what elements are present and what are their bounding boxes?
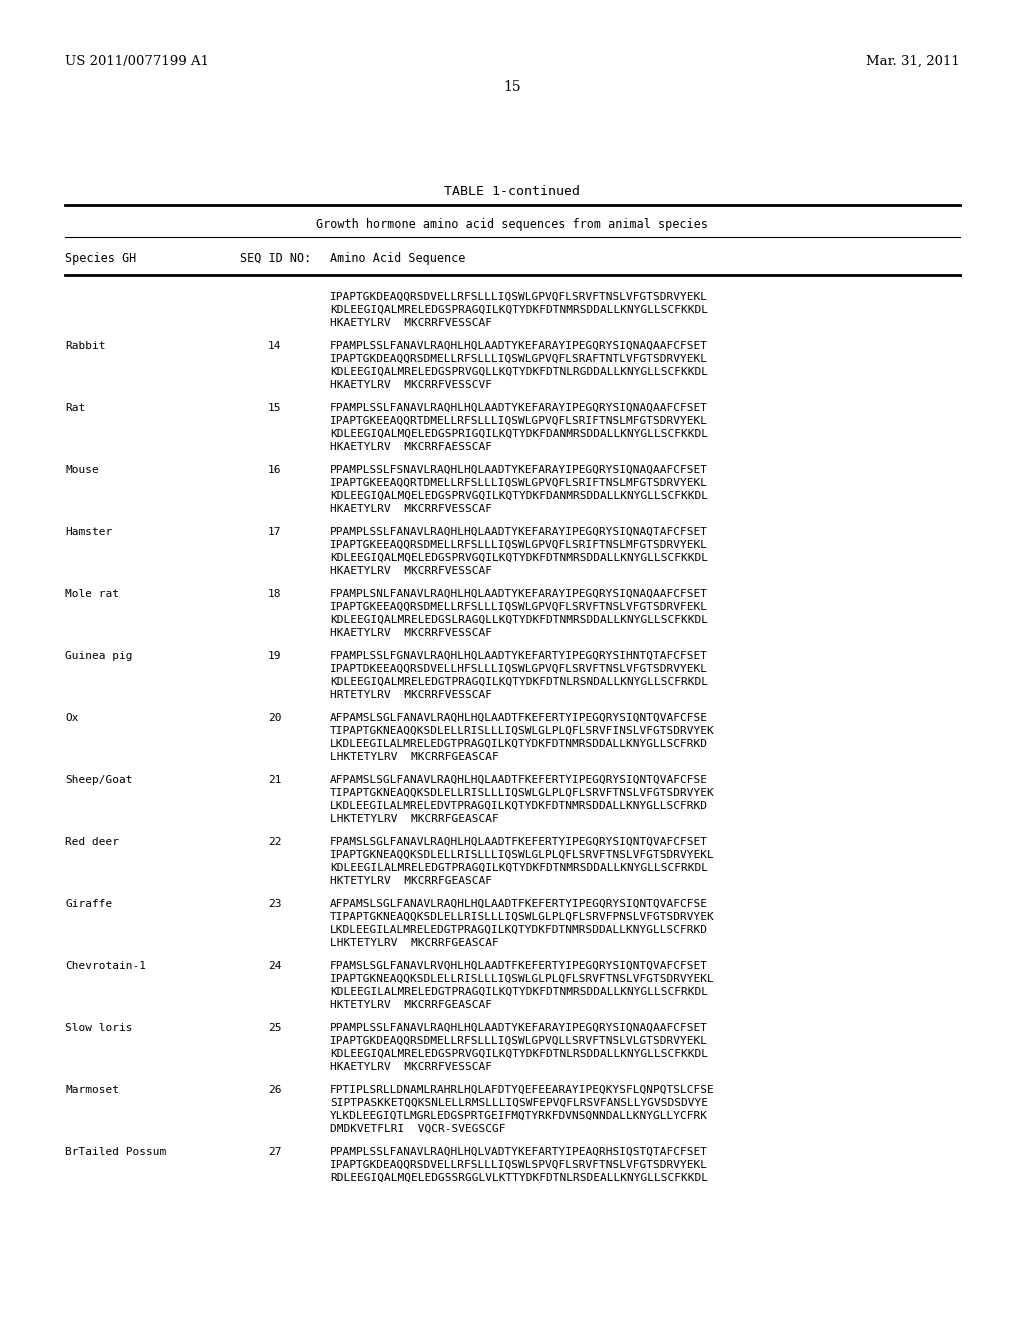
Text: IPAPTGKEEAQQRTDMELLRFSLLLIQSWLGPVQFLSRIFTNSLMFGTSDRVYEKL: IPAPTGKEEAQQRTDMELLRFSLLLIQSWLGPVQFLSRIF… [330, 478, 708, 488]
Text: SEQ ID NO:: SEQ ID NO: [240, 252, 311, 265]
Text: Marmoset: Marmoset [65, 1085, 119, 1096]
Text: 17: 17 [268, 527, 282, 537]
Text: LKDLEEGILALMRELEDGTPRAGQILKQTYDKFDTNMRSDDALLKNYGLLSCFRKD: LKDLEEGILALMRELEDGTPRAGQILKQTYDKFDTNMRSD… [330, 739, 708, 748]
Text: TABLE 1-continued: TABLE 1-continued [444, 185, 580, 198]
Text: FPAMPLSSLFANAVLRAQHLHQLAADTYKEFARAYIPEGQRYSIQNAQAAFCFSET: FPAMPLSSLFANAVLRAQHLHQLAADTYKEFARAYIPEGQ… [330, 403, 708, 413]
Text: AFPAMSLSGLFANAVLRAQHLHQLAADTFKEFERTYIPEGQRYSIQNTQVAFCFSE: AFPAMSLSGLFANAVLRAQHLHQLAADTFKEFERTYIPEG… [330, 899, 708, 909]
Text: HKAETYLRV  MKCRRFVESSCAF: HKAETYLRV MKCRRFVESSCAF [330, 1063, 492, 1072]
Text: 20: 20 [268, 713, 282, 723]
Text: FPAMPLSNLFANAVLRAQHLHQLAADTYKEFARAYIPEGQRYSIQNAQAAFCFSET: FPAMPLSNLFANAVLRAQHLHQLAADTYKEFARAYIPEGQ… [330, 589, 708, 599]
Text: KDLEEGIQALMRELEDGSPRVGQLLKQTYDKFDTNLRGDDALLKNYGLLSCFKKDL: KDLEEGIQALMRELEDGSPRVGQLLKQTYDKFDTNLRGDD… [330, 367, 708, 378]
Text: IPAPTGKEEAQQRSDMELLRFSLLLIQSWLGPVQFLSRVFTNSLVFGTSDRVFEKL: IPAPTGKEEAQQRSDMELLRFSLLLIQSWLGPVQFLSRVF… [330, 602, 708, 612]
Text: IPAPTDKEEAQQRSDVELLHFSLLLIQSWLGPVQFLSRVFTNSLVFGTSDRVYEKL: IPAPTDKEEAQQRSDVELLHFSLLLIQSWLGPVQFLSRVF… [330, 664, 708, 675]
Text: 14: 14 [268, 341, 282, 351]
Text: Hamster: Hamster [65, 527, 113, 537]
Text: KDLEEGIQALMRELEDGTPRAGQILKQTYDKFDTNLRSNDALLKNYGLLSCFRKDL: KDLEEGIQALMRELEDGTPRAGQILKQTYDKFDTNLRSND… [330, 677, 708, 686]
Text: SIPTPASKKETQQKSNLELLRMSLLLIQSWFEPVQFLRSVFANSLLYGVSDSDVYE: SIPTPASKKETQQKSNLELLRMSLLLIQSWFEPVQFLRSV… [330, 1098, 708, 1107]
Text: Slow loris: Slow loris [65, 1023, 132, 1034]
Text: IPAPTGKNEAQQKSDLELLRISLLLIQSWLGLPLQFLSRVFTNSLVFGTSDRVYEKL: IPAPTGKNEAQQKSDLELLRISLLLIQSWLGLPLQFLSRV… [330, 974, 715, 983]
Text: Sheep/Goat: Sheep/Goat [65, 775, 132, 785]
Text: 15: 15 [268, 403, 282, 413]
Text: FPAMSLSGLFANAVLRAQHLHQLAADTFKEFERTYIPEGQRYSIQNTQVAFCFSET: FPAMSLSGLFANAVLRAQHLHQLAADTFKEFERTYIPEGQ… [330, 837, 708, 847]
Text: KDLEEGIQALMRELEDGSPRVGQILKQTYDKFDTNLRSDDALLKNYGLLSCFKKDL: KDLEEGIQALMRELEDGSPRVGQILKQTYDKFDTNLRSDD… [330, 1049, 708, 1059]
Text: IPAPTGKDEAQQRSDMELLRFSLLLIQSWLGPVQFLSRAFTNTLVFGTSDRVYEKL: IPAPTGKDEAQQRSDMELLRFSLLLIQSWLGPVQFLSRAF… [330, 354, 708, 364]
Text: KDLEEGIQALMQELEDGSPRVGQILKQTYDKFDANMRSDDALLKNYGLLSCFKKDL: KDLEEGIQALMQELEDGSPRVGQILKQTYDKFDANMRSDD… [330, 491, 708, 502]
Text: FPTIPLSRLLDNAMLRAHRLHQLAFDTYQEFEEARAYIPEQKYSFLQNPQTSLCFSE: FPTIPLSRLLDNAMLRAHRLHQLAFDTYQEFEEARAYIPE… [330, 1085, 715, 1096]
Text: PPAMPLSSLFANAVLRAQHLHQLVADTYKEFARTYIPEAQRHSIQSTQTAFCFSET: PPAMPLSSLFANAVLRAQHLHQLVADTYKEFARTYIPEAQ… [330, 1147, 708, 1158]
Text: IPAPTGKEEAQQRSDMELLRFSLLLIQSWLGPVQFLSRIFTNSLMFGTSDRVYEKL: IPAPTGKEEAQQRSDMELLRFSLLLIQSWLGPVQFLSRIF… [330, 540, 708, 550]
Text: HRTETYLRV  MKCRRFVESSCAF: HRTETYLRV MKCRRFVESSCAF [330, 690, 492, 700]
Text: HKAETYLRV  MKCRRFVESSCAF: HKAETYLRV MKCRRFVESSCAF [330, 504, 492, 513]
Text: HKTETYLRV  MKCRRFGEASCAF: HKTETYLRV MKCRRFGEASCAF [330, 876, 492, 886]
Text: 22: 22 [268, 837, 282, 847]
Text: 16: 16 [268, 465, 282, 475]
Text: AFPAMSLSGLFANAVLRAQHLHQLAADTFKEFERTYIPEGQRYSIQNTQVAFCFSE: AFPAMSLSGLFANAVLRAQHLHQLAADTFKEFERTYIPEG… [330, 775, 708, 785]
Text: Ox: Ox [65, 713, 79, 723]
Text: FPAMPLSSLFGNAVLRAQHLHQLAADTYKEFARTYIPEGQRYSIHNTQTAFCFSET: FPAMPLSSLFGNAVLRAQHLHQLAADTYKEFARTYIPEGQ… [330, 651, 708, 661]
Text: 19: 19 [268, 651, 282, 661]
Text: 23: 23 [268, 899, 282, 909]
Text: KDLEEGILALMRELEDGTPRAGQILKQTYDKFDTNMRSDDALLKNYGLLSCFRKDL: KDLEEGILALMRELEDGTPRAGQILKQTYDKFDTNMRSDD… [330, 987, 708, 997]
Text: IPAPTGKEEAQQRTDMELLRFSLLLIQSWLGPVQFLSRIFTNSLMFGTSDRVYEKL: IPAPTGKEEAQQRTDMELLRFSLLLIQSWLGPVQFLSRIF… [330, 416, 708, 426]
Text: US 2011/0077199 A1: US 2011/0077199 A1 [65, 55, 209, 69]
Text: Rabbit: Rabbit [65, 341, 105, 351]
Text: 21: 21 [268, 775, 282, 785]
Text: TIPAPTGKNEAQQKSDLELLRISLLLIQSWLGLPLQFLSRVFPNSLVFGTSDRVYEK: TIPAPTGKNEAQQKSDLELLRISLLLIQSWLGLPLQFLSR… [330, 912, 715, 921]
Text: FPAMPLSSLFANAVLRAQHLHQLAADTYKEFARAYIPEGQRYSIQNAQAAFCFSET: FPAMPLSSLFANAVLRAQHLHQLAADTYKEFARAYIPEGQ… [330, 341, 708, 351]
Text: LKDLEEGILALMRELEDVTPRAGQILKQTYDKFDTNMRSDDALLKNYGLLSCFRKD: LKDLEEGILALMRELEDVTPRAGQILKQTYDKFDTNMRSD… [330, 801, 708, 810]
Text: Guinea pig: Guinea pig [65, 651, 132, 661]
Text: KDLEEGIQALMRELEDGSPRAGQILKQTYDKFDTNMRSDDALLKNYGLLSCFKKDL: KDLEEGIQALMRELEDGSPRAGQILKQTYDKFDTNMRSDD… [330, 305, 708, 315]
Text: TIPAPTGKNEAQQKSDLELLRISLLLIQSWLGLPLQFLSRVFINSLVFGTSDRVYEK: TIPAPTGKNEAQQKSDLELLRISLLLIQSWLGLPLQFLSR… [330, 726, 715, 737]
Text: PPAMPLSSLFANAVLRAQHLHQLAADTYKEFARAYIPEGQRYSIQNAQTAFCFSET: PPAMPLSSLFANAVLRAQHLHQLAADTYKEFARAYIPEGQ… [330, 527, 708, 537]
Text: HKTETYLRV  MKCRRFGEASCAF: HKTETYLRV MKCRRFGEASCAF [330, 1001, 492, 1010]
Text: BrTailed Possum: BrTailed Possum [65, 1147, 166, 1158]
Text: Species GH: Species GH [65, 252, 136, 265]
Text: 15: 15 [503, 81, 521, 94]
Text: DMDKVETFLRI  VQCR-SVEGSCGF: DMDKVETFLRI VQCR-SVEGSCGF [330, 1125, 506, 1134]
Text: 24: 24 [268, 961, 282, 972]
Text: IPAPTGKDEAQQRSDVELLRFSLLLIQSWLGPVQFLSRVFTNSLVFGTSDRVYEKL: IPAPTGKDEAQQRSDVELLRFSLLLIQSWLGPVQFLSRVF… [330, 292, 708, 302]
Text: RDLEEGIQALMQELEDGSSRGGLVLKTTYDKFDTNLRSDEALLKNYGLLSCFKKDL: RDLEEGIQALMQELEDGSSRGGLVLKTTYDKFDTNLRSDE… [330, 1173, 708, 1183]
Text: 26: 26 [268, 1085, 282, 1096]
Text: TIPAPTGKNEAQQKSDLELLRISLLLIQSWLGLPLQFLSRVFTNSLVFGTSDRVYEK: TIPAPTGKNEAQQKSDLELLRISLLLIQSWLGLPLQFLSR… [330, 788, 715, 799]
Text: IPAPTGKNEAQQKSDLELLRISLLLIQSWLGLPLQFLSRVFTNSLVFGTSDRVYEKL: IPAPTGKNEAQQKSDLELLRISLLLIQSWLGLPLQFLSRV… [330, 850, 715, 861]
Text: 18: 18 [268, 589, 282, 599]
Text: 25: 25 [268, 1023, 282, 1034]
Text: PPAMPLSSLFANAVLRAQHLHQLAADTYKEFARAYIPEGQRYSIQNAQAAFCFSET: PPAMPLSSLFANAVLRAQHLHQLAADTYKEFARAYIPEGQ… [330, 1023, 708, 1034]
Text: HKAETYLRV  MKCRRFVESSCVF: HKAETYLRV MKCRRFVESSCVF [330, 380, 492, 389]
Text: Giraffe: Giraffe [65, 899, 113, 909]
Text: IPAPTGKDEAQQRSDMELLRFSLLLIQSWLGPVQLLSRVFTNSLVLGTSDRVYEKL: IPAPTGKDEAQQRSDMELLRFSLLLIQSWLGPVQLLSRVF… [330, 1036, 708, 1045]
Text: PPAMPLSSLFSNAVLRAQHLHQLAADTYKEFARAYIPEGQRYSIQNAQAAFCFSET: PPAMPLSSLFSNAVLRAQHLHQLAADTYKEFARAYIPEGQ… [330, 465, 708, 475]
Text: FPAMSLSGLFANAVLRVQHLHQLAADTFKEFERTYIPEGQRYSIQNTQVAFCFSET: FPAMSLSGLFANAVLRVQHLHQLAADTFKEFERTYIPEGQ… [330, 961, 708, 972]
Text: Mouse: Mouse [65, 465, 98, 475]
Text: HKAETYLRV  MKCRRFVESSCAF: HKAETYLRV MKCRRFVESSCAF [330, 566, 492, 576]
Text: IPAPTGKDEAQQRSDVELLRFSLLLIQSWLSPVQFLSRVFTNSLVFGTSDRVYEKL: IPAPTGKDEAQQRSDVELLRFSLLLIQSWLSPVQFLSRVF… [330, 1160, 708, 1170]
Text: LKDLEEGILALMRELEDGTPRAGQILKQTYDKFDTNMRSDDALLKNYGLLSCFRKD: LKDLEEGILALMRELEDGTPRAGQILKQTYDKFDTNMRSD… [330, 925, 708, 935]
Text: Chevrotain-1: Chevrotain-1 [65, 961, 146, 972]
Text: HKAETYLRV  MKCRRFAESSCAF: HKAETYLRV MKCRRFAESSCAF [330, 442, 492, 451]
Text: LHKTETYLRV  MKCRRFGEASCAF: LHKTETYLRV MKCRRFGEASCAF [330, 814, 499, 824]
Text: KDLEEGIQALMQELEDGSPRVGQILKQTYDKFDTNMRSDDALLKNYGLLSCFKKDL: KDLEEGIQALMQELEDGSPRVGQILKQTYDKFDTNMRSDD… [330, 553, 708, 564]
Text: YLKDLEEGIQTLMGRLEDGSPRTGEIFMQTYRKFDVNSQNNDALLKNYGLLYCFRK: YLKDLEEGIQTLMGRLEDGSPRTGEIFMQTYRKFDVNSQN… [330, 1111, 708, 1121]
Text: Amino Acid Sequence: Amino Acid Sequence [330, 252, 465, 265]
Text: HKAETYLRV  MKCRRFVESSCAF: HKAETYLRV MKCRRFVESSCAF [330, 318, 492, 327]
Text: LHKTETYLRV  MKCRRFGEASCAF: LHKTETYLRV MKCRRFGEASCAF [330, 939, 499, 948]
Text: LHKTETYLRV  MKCRRFGEASCAF: LHKTETYLRV MKCRRFGEASCAF [330, 752, 499, 762]
Text: Mar. 31, 2011: Mar. 31, 2011 [866, 55, 961, 69]
Text: AFPAMSLSGLFANAVLRAQHLHQLAADTFKEFERTYIPEGQRYSIQNTQVAFCFSE: AFPAMSLSGLFANAVLRAQHLHQLAADTFKEFERTYIPEG… [330, 713, 708, 723]
Text: Red deer: Red deer [65, 837, 119, 847]
Text: KDLEEGIQALMQELEDGSPRIGQILKQTYDKFDANMRSDDALLKNYGLLSCFKKDL: KDLEEGIQALMQELEDGSPRIGQILKQTYDKFDANMRSDD… [330, 429, 708, 440]
Text: KDLEEGIQALMRELEDGSLRAGQLLKQTYDKFDTNMRSDDALLKNYGLLSCFKKDL: KDLEEGIQALMRELEDGSLRAGQLLKQTYDKFDTNMRSDD… [330, 615, 708, 624]
Text: Growth hormone amino acid sequences from animal species: Growth hormone amino acid sequences from… [316, 218, 708, 231]
Text: 27: 27 [268, 1147, 282, 1158]
Text: Rat: Rat [65, 403, 85, 413]
Text: HKAETYLRV  MKCRRFVESSCAF: HKAETYLRV MKCRRFVESSCAF [330, 628, 492, 638]
Text: KDLEEGILALMRELEDGTPRAGQILKQTYDKFDTNMRSDDALLKNYGLLSCFRKDL: KDLEEGILALMRELEDGTPRAGQILKQTYDKFDTNMRSDD… [330, 863, 708, 873]
Text: Mole rat: Mole rat [65, 589, 119, 599]
